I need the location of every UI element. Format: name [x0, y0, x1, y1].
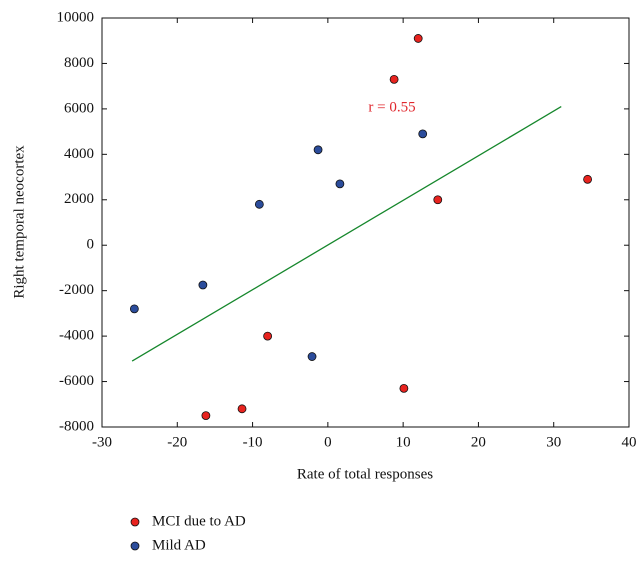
y-axis-label: Right temporal neocortex: [11, 145, 27, 299]
legend-label: Mild AD: [152, 537, 206, 553]
point: [335, 179, 345, 189]
y-tick-label: -8000: [59, 418, 94, 434]
point: [418, 129, 428, 139]
x-tick-label: -30: [92, 434, 112, 450]
y-tick-label: 0: [87, 237, 95, 253]
plot-frame: [101, 17, 630, 428]
legend-label: MCI due to AD: [152, 513, 246, 529]
point: [307, 352, 317, 361]
point: [433, 195, 443, 205]
point: [399, 383, 409, 393]
point: [389, 74, 399, 84]
annotation: r = 0.55: [368, 99, 415, 115]
x-tick-label: 30: [546, 434, 561, 450]
fit-line: [131, 106, 562, 362]
x-tick-label: -10: [243, 434, 263, 450]
y-tick-label: 10000: [57, 9, 95, 25]
x-tick-label: 40: [622, 434, 637, 450]
legend-marker: [130, 541, 140, 551]
y-tick-label: 2000: [64, 191, 94, 207]
legend-marker: [130, 517, 140, 527]
y-tick-label: 4000: [64, 146, 94, 162]
point: [254, 199, 264, 209]
x-tick-label: -20: [167, 434, 187, 450]
point: [583, 174, 592, 184]
y-tick-label: 8000: [64, 55, 94, 71]
point: [237, 404, 247, 414]
y-tick-label: -4000: [59, 328, 94, 344]
point: [313, 145, 323, 155]
y-tick-label: -2000: [59, 282, 94, 298]
x-tick-label: 20: [471, 434, 486, 450]
x-tick-label: 0: [324, 434, 332, 450]
point: [263, 331, 273, 341]
x-tick-label: 10: [396, 434, 411, 450]
point: [413, 34, 423, 43]
point: [198, 280, 208, 290]
x-axis-label: Rate of total responses: [297, 466, 433, 482]
point: [129, 304, 139, 314]
point: [201, 411, 211, 421]
y-tick-label: -6000: [59, 373, 94, 389]
y-tick-label: 6000: [64, 100, 94, 116]
